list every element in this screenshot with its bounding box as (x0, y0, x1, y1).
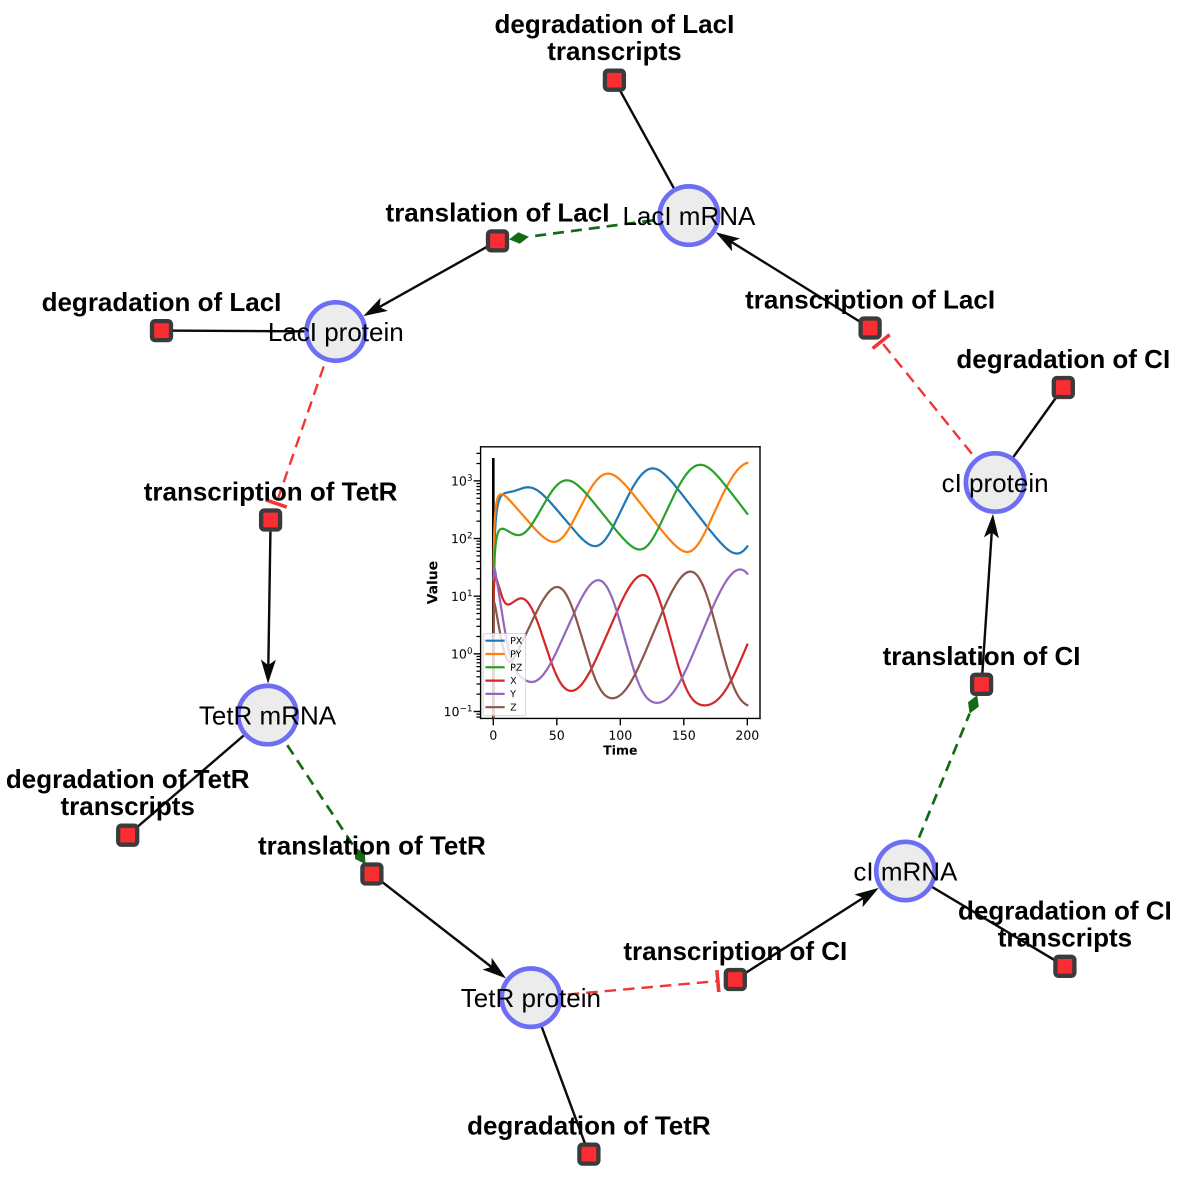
svg-text:TetR protein: TetR protein (461, 983, 601, 1013)
svg-text:degradation of CI: degradation of CI (956, 344, 1170, 374)
svg-text:degradation of TetR: degradation of TetR (467, 1111, 711, 1141)
svg-text:LacI protein: LacI protein (268, 317, 404, 347)
svg-text:translation of TetR: translation of TetR (258, 831, 486, 861)
svg-text:translation of LacI: translation of LacI (386, 197, 610, 227)
svg-text:degradation of LacI: degradation of LacI (494, 9, 734, 39)
svg-text:transcripts: transcripts (998, 922, 1132, 952)
svg-text:transcripts: transcripts (61, 791, 195, 821)
svg-text:cI mRNA: cI mRNA (853, 856, 958, 886)
svg-text:degradation of TetR: degradation of TetR (6, 764, 250, 794)
svg-text:TetR mRNA: TetR mRNA (199, 700, 337, 730)
svg-text:degradation of CI: degradation of CI (958, 895, 1172, 925)
svg-text:cI protein: cI protein (942, 468, 1049, 498)
svg-text:transcription of CI: transcription of CI (623, 936, 847, 966)
svg-text:degradation of LacI: degradation of LacI (42, 287, 282, 317)
svg-text:transcription of TetR: transcription of TetR (144, 477, 398, 507)
svg-text:transcription of LacI: transcription of LacI (745, 285, 995, 315)
svg-text:transcripts: transcripts (547, 36, 681, 66)
svg-text:LacI mRNA: LacI mRNA (622, 201, 756, 231)
svg-text:translation of CI: translation of CI (883, 641, 1081, 671)
